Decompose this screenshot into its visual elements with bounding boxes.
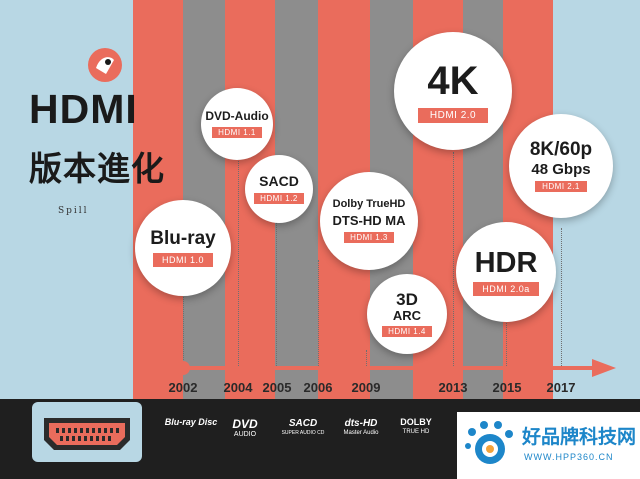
milestone-hdr: HDR HDMI 2.0a	[456, 222, 556, 322]
year-label: 2015	[492, 380, 522, 395]
logo-subtext: TRUE HD	[402, 428, 430, 435]
logo-dts-hd: dts-HD Master Audio	[336, 418, 386, 437]
logo-dolby: DOLBY TRUE HD	[392, 417, 440, 436]
timeline-arrow	[176, 359, 616, 377]
logo-text: DOLBY	[400, 417, 432, 427]
connector-line	[238, 146, 239, 368]
milestone-dolby-dts: Dolby TrueHD DTS-HD MA HDMI 1.3	[320, 172, 418, 270]
year-label: 2005	[262, 380, 292, 395]
watermark-text: 好品牌科技网	[522, 427, 637, 448]
milestone-3d-arc: 3D ARC HDMI 1.4	[367, 274, 447, 354]
version-badge: HDMI 1.1	[212, 126, 262, 138]
connector-line	[318, 260, 319, 368]
watermark-url: WWW.HPP360.CN	[524, 452, 614, 462]
milestone-feature: 48 Gbps	[531, 160, 591, 178]
milestone-feature: DVD-Audio	[205, 109, 269, 124]
page-subtitle: 版本進化	[29, 150, 165, 187]
logo-text: SACD	[288, 418, 318, 429]
milestone-feature: 3D	[396, 289, 418, 309]
milestone-sacd: SACD HDMI 1.2	[245, 155, 313, 223]
logo-sacd: SACD SUPER AUDIO CD	[278, 418, 328, 437]
logo-subtext: Master Audio	[343, 430, 379, 436]
logo-bluray: Blu-ray Disc	[162, 417, 220, 428]
connector-line	[453, 152, 454, 368]
connector-line	[183, 292, 184, 368]
milestone-feature: 8K/60p	[529, 138, 593, 160]
year-label: 2013	[438, 380, 468, 395]
stripe-gray	[183, 0, 225, 399]
year-label: 2002	[168, 380, 198, 395]
brand-name: Spill	[58, 206, 89, 216]
logo-text: dts-HD	[344, 418, 378, 429]
milestone-feature: Dolby TrueHD	[332, 198, 406, 211]
milestone-dvd-audio: DVD-Audio HDMI 1.1	[201, 88, 273, 160]
connector-line	[506, 318, 507, 368]
version-badge: HDMI 1.3	[344, 231, 394, 243]
version-badge: HDMI 1.4	[382, 326, 432, 338]
milestone-8k: 8K/60p 48 Gbps HDMI 2.1	[509, 114, 613, 218]
milestone-bluray: Blu-ray HDMI 1.0	[135, 200, 231, 296]
logo-text: DVD	[232, 417, 258, 431]
hdmi-connector-icon	[32, 402, 142, 462]
watermark-logo-icon	[465, 421, 513, 464]
year-label: 2006	[303, 380, 333, 395]
milestone-feature: ARC	[392, 307, 422, 323]
version-badge: HDMI 2.1	[535, 181, 587, 193]
year-label: 2009	[351, 380, 381, 395]
milestone-feature: HDR	[474, 246, 538, 279]
logo-dvd-audio: DVD AUDIO	[222, 417, 268, 439]
logo-text: Blu-ray Disc	[164, 417, 218, 427]
milestone-feature: SACD	[259, 173, 299, 190]
connector-line	[276, 222, 277, 368]
year-label: 2004	[223, 380, 253, 395]
milestone-feature: Blu-ray	[150, 228, 216, 250]
connector-line	[366, 350, 367, 368]
version-badge: HDMI 2.0	[417, 107, 489, 123]
connector-line	[561, 228, 562, 368]
spill-logo-icon	[88, 48, 122, 82]
stripe-coral	[133, 0, 183, 399]
version-badge: HDMI 1.2	[254, 192, 304, 204]
milestone-feature: DTS-HD MA	[332, 212, 406, 228]
year-label: 2017	[546, 380, 576, 395]
logo-subtext: SUPER AUDIO CD	[281, 430, 325, 436]
milestone-feature: 4K	[427, 58, 479, 103]
page-title: HDMI	[29, 86, 138, 132]
logo-subtext: AUDIO	[233, 431, 257, 439]
version-badge: HDMI 2.0a	[473, 282, 539, 297]
milestone-4k: 4K HDMI 2.0	[394, 32, 512, 150]
version-badge: HDMI 1.0	[152, 252, 213, 267]
